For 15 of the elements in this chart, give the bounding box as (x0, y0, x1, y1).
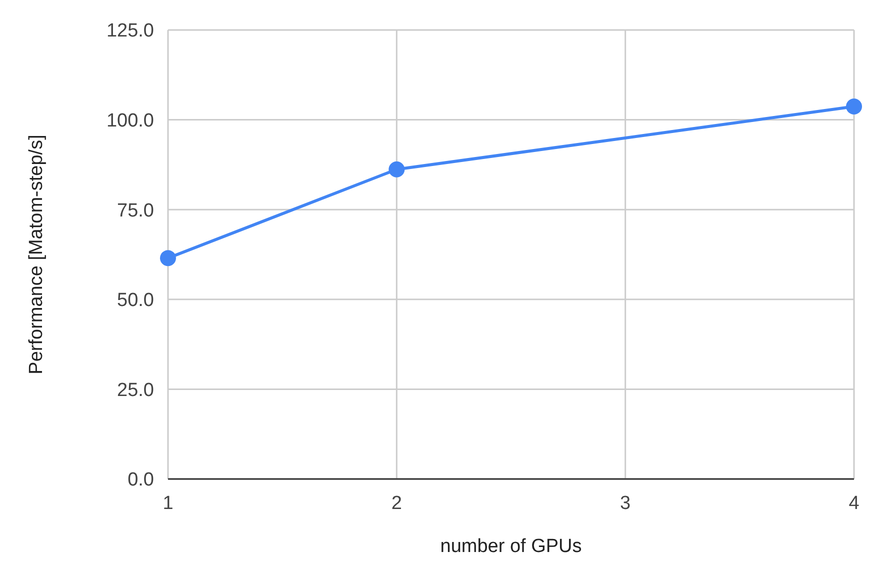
x-axis-title: number of GPUs (440, 536, 582, 557)
point (160, 250, 176, 266)
point (846, 98, 862, 115)
y-tick-label: 50.0 (117, 290, 154, 312)
y-tick-label: 100.0 (106, 110, 154, 132)
y-tick-label: 25.0 (117, 380, 154, 401)
y-tick-label: 125.0 (106, 20, 154, 42)
point (388, 161, 405, 178)
x-tick-label: 4 (848, 493, 860, 514)
x-tick-label: 3 (620, 493, 631, 514)
x-tick-label: 1 (162, 493, 174, 514)
y-tick-label: 75.0 (117, 200, 154, 222)
y-axis-title: Performance [Matom-step/s] (26, 134, 47, 374)
y-tick-label: 0.0 (128, 470, 154, 491)
x-tick-label: 2 (391, 493, 402, 514)
